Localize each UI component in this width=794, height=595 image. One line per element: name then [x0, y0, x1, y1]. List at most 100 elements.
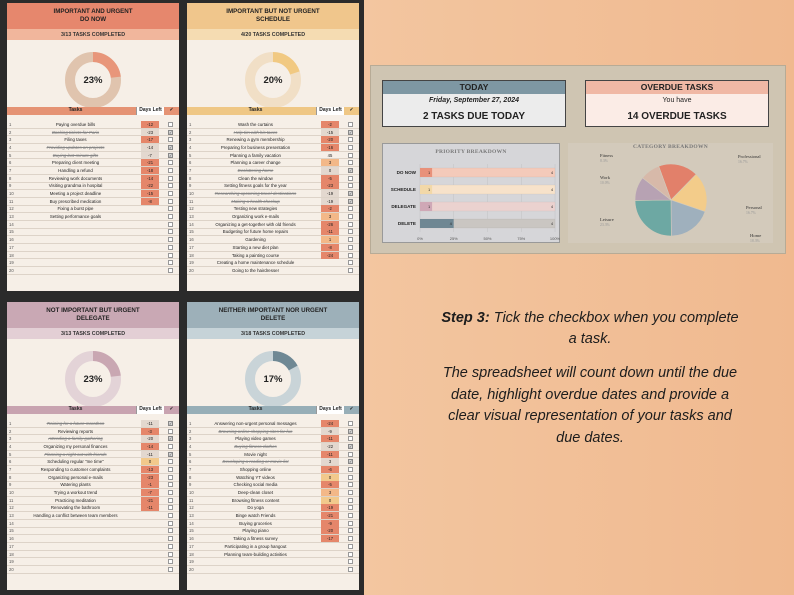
- task-checkbox[interactable]: [168, 443, 173, 449]
- task-checkbox[interactable]: [168, 482, 173, 488]
- task-checkbox[interactable]: [348, 183, 353, 189]
- task-checkbox[interactable]: [348, 451, 353, 457]
- task-checkbox[interactable]: [348, 497, 353, 503]
- task-checkbox[interactable]: [348, 436, 353, 442]
- task-name[interactable]: Decluttering home: [237, 167, 274, 173]
- task-checkbox[interactable]: [168, 167, 173, 173]
- task-name[interactable]: Help tim with his taxes: [233, 129, 278, 135]
- task-name[interactable]: Buying last-minute gifts: [52, 152, 99, 158]
- task-checkbox[interactable]: [348, 244, 353, 250]
- task-name[interactable]: Organizing a get-together with old frien…: [215, 221, 296, 227]
- task-checkbox[interactable]: ✓: [168, 436, 173, 442]
- task-name[interactable]: Filing taxes: [64, 137, 87, 143]
- task-checkbox[interactable]: ✓: [348, 459, 353, 465]
- task-checkbox[interactable]: [168, 459, 173, 465]
- task-checkbox[interactable]: [348, 466, 353, 472]
- task-checkbox[interactable]: [168, 175, 173, 181]
- task-checkbox[interactable]: [348, 121, 353, 127]
- task-name[interactable]: Developing a reading or movie list: [222, 459, 289, 465]
- task-name[interactable]: Making a health checkup: [231, 198, 280, 204]
- task-name[interactable]: Providing updates on projects: [46, 144, 105, 150]
- task-checkbox[interactable]: [348, 513, 353, 519]
- task-checkbox[interactable]: [168, 543, 173, 549]
- task-name[interactable]: Binge watch Friends: [235, 513, 276, 519]
- task-name[interactable]: Checking social media: [233, 482, 278, 488]
- task-checkbox[interactable]: [348, 566, 353, 572]
- task-checkbox[interactable]: [348, 221, 353, 227]
- task-checkbox[interactable]: [168, 505, 173, 511]
- task-name[interactable]: Buy prescribed medication: [49, 198, 102, 204]
- task-checkbox[interactable]: [168, 229, 173, 235]
- task-name[interactable]: Planning a night out with friends: [44, 451, 107, 457]
- task-checkbox[interactable]: [168, 191, 173, 197]
- task-name[interactable]: Playing video games: [235, 436, 276, 442]
- task-checkbox[interactable]: [168, 566, 173, 572]
- task-checkbox[interactable]: ✓: [348, 167, 353, 173]
- task-name[interactable]: Clean the window: [238, 175, 273, 181]
- task-name[interactable]: Preparing for business presentation: [220, 144, 291, 150]
- task-checkbox[interactable]: ✓: [168, 451, 173, 457]
- task-checkbox[interactable]: [168, 160, 173, 166]
- task-checkbox[interactable]: [348, 490, 353, 496]
- task-name[interactable]: Creating a home maintenance schedule: [216, 260, 295, 266]
- task-checkbox[interactable]: ✓: [348, 443, 353, 449]
- task-checkbox[interactable]: [348, 237, 353, 243]
- task-name[interactable]: Organizing work e-mails: [231, 214, 280, 220]
- task-name[interactable]: Planning a career change: [230, 160, 281, 166]
- task-name[interactable]: Renovating the bathroom: [50, 505, 101, 511]
- task-name[interactable]: Renewing a gym membership: [226, 137, 285, 143]
- task-checkbox[interactable]: [168, 221, 173, 227]
- task-name[interactable]: Planning team-building activities: [224, 551, 287, 557]
- task-name[interactable]: Preparing client meeting: [51, 160, 100, 166]
- task-name[interactable]: Visiting grandma in hospital: [48, 183, 103, 189]
- task-name[interactable]: Watering plants: [60, 482, 91, 488]
- task-checkbox[interactable]: [168, 551, 173, 557]
- task-name[interactable]: Watching YT videos: [236, 474, 275, 480]
- task-checkbox[interactable]: ✓: [348, 198, 353, 204]
- task-checkbox[interactable]: [348, 482, 353, 488]
- task-name[interactable]: Answering non-urgent personal messages: [214, 420, 297, 426]
- task-name[interactable]: Booking tickets for Paris: [51, 129, 100, 135]
- task-name[interactable]: Fixing a burst pipe: [57, 206, 94, 212]
- task-name[interactable]: Participating in a group hangout: [224, 543, 287, 549]
- task-name[interactable]: Do yoga: [247, 505, 264, 511]
- task-checkbox[interactable]: [168, 121, 173, 127]
- task-name[interactable]: Meeting a project deadline: [49, 191, 102, 197]
- task-name[interactable]: Scheduling regular "me time": [47, 459, 104, 465]
- task-name[interactable]: Responding to customer complaints: [40, 466, 111, 472]
- task-name[interactable]: Budgeting for future home repairs: [222, 229, 289, 235]
- task-checkbox[interactable]: [168, 137, 173, 143]
- task-checkbox[interactable]: [168, 198, 173, 204]
- task-checkbox[interactable]: [348, 551, 353, 557]
- task-checkbox[interactable]: ✓: [168, 144, 173, 150]
- task-name[interactable]: Going to the hairdresser: [231, 267, 280, 273]
- task-name[interactable]: Starting a new diet plan: [232, 244, 279, 250]
- task-name[interactable]: Reviewing work documents: [48, 175, 103, 181]
- task-name[interactable]: Browsing fitness content: [231, 497, 280, 503]
- task-checkbox[interactable]: ✓: [168, 420, 173, 426]
- task-checkbox[interactable]: [348, 536, 353, 542]
- task-checkbox[interactable]: [168, 536, 173, 542]
- task-name[interactable]: Organizing my personal finances: [43, 443, 108, 449]
- task-checkbox[interactable]: [168, 183, 173, 189]
- task-checkbox[interactable]: [348, 229, 353, 235]
- task-name[interactable]: Reviewing reports: [57, 428, 94, 434]
- task-checkbox[interactable]: [168, 260, 173, 266]
- task-checkbox[interactable]: [168, 497, 173, 503]
- task-checkbox[interactable]: [348, 267, 353, 273]
- task-checkbox[interactable]: [168, 513, 173, 519]
- task-checkbox[interactable]: [348, 137, 353, 143]
- task-name[interactable]: Trying a workout trend: [53, 490, 98, 496]
- task-checkbox[interactable]: [168, 490, 173, 496]
- task-name[interactable]: Taking a painting course: [231, 252, 280, 258]
- task-checkbox[interactable]: [348, 144, 353, 150]
- task-checkbox[interactable]: [168, 520, 173, 526]
- task-checkbox[interactable]: [348, 474, 353, 480]
- task-checkbox[interactable]: [348, 505, 353, 511]
- task-name[interactable]: Handling a conflict between team members: [33, 513, 118, 519]
- task-name[interactable]: Planning a family vacation: [229, 152, 281, 158]
- task-checkbox[interactable]: [168, 214, 173, 220]
- task-checkbox[interactable]: [348, 175, 353, 181]
- task-checkbox[interactable]: [168, 206, 173, 212]
- task-checkbox[interactable]: [168, 244, 173, 250]
